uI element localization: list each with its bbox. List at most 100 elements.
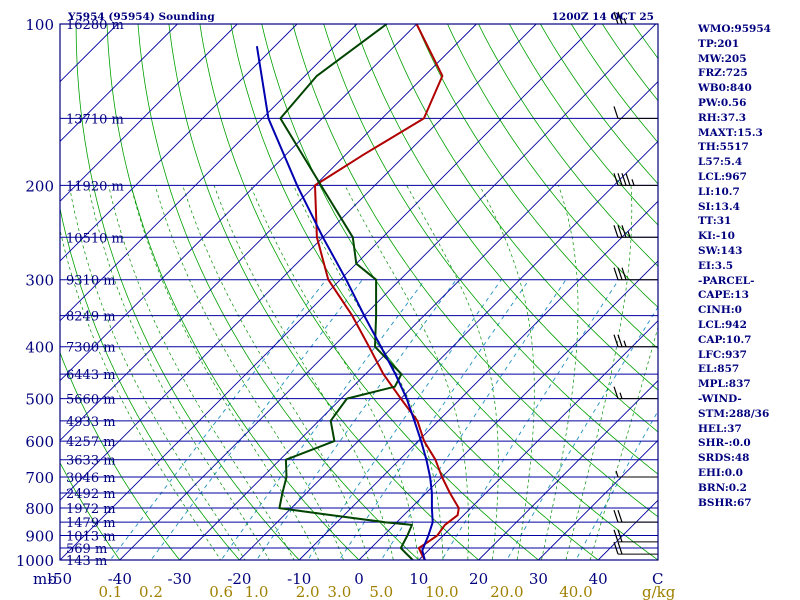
mixing-ratio-line (256, 279, 457, 560)
index-item: EHI:0.0 (698, 466, 743, 479)
mixing-ratio-label: 20.0 (490, 583, 523, 600)
dry-adiabat-line (60, 461, 121, 560)
moist-adiabat-line (154, 185, 344, 560)
index-item: CAP:10.7 (698, 333, 752, 346)
plot-frame (59, 23, 659, 561)
isotherm-line (119, 24, 657, 560)
height-label: 143 m (66, 554, 107, 569)
dry-adiabat-line (230, 24, 599, 560)
dry-adiabat-line (106, 24, 360, 560)
temperature-tick-label: 40 (589, 570, 608, 588)
wind-barb-flag (617, 529, 623, 543)
index-item: LCL:942 (698, 318, 747, 331)
temperature-end-label: C (652, 570, 663, 588)
moist-adiabat-line (589, 325, 658, 560)
height-label: 1972 m (66, 502, 116, 517)
temperature-trace (314, 24, 460, 560)
temperature-tick-label: -30 (168, 570, 192, 588)
mixing-ratio-label: 0.6 (209, 583, 233, 600)
profile-layer (255, 24, 460, 560)
isotherm-line (239, 140, 658, 560)
pressure-tick-label: 500 (25, 391, 54, 409)
wind-barb-flag (617, 334, 623, 347)
height-label: 1479 m (66, 516, 116, 531)
pressure-tick-label: 700 (25, 469, 54, 487)
dry-adiabat-line (199, 24, 540, 560)
height-label: 4933 m (66, 415, 116, 430)
height-label: 3046 m (66, 471, 116, 486)
temperature-tick-label: -10 (287, 570, 311, 588)
index-item: FRZ:725 (698, 67, 748, 80)
height-label: 7300 m (66, 341, 116, 356)
wind-barb-flag (617, 225, 623, 238)
moist-adiabat-line (60, 228, 222, 560)
dry-adiabat-line (447, 24, 658, 308)
temperature-tick-label: 0 (354, 570, 364, 588)
mixing-ratio-label: 3.0 (327, 583, 351, 600)
height-label: 6443 m (66, 368, 116, 383)
pressure-tick-label: 400 (25, 339, 54, 357)
isotherm-line (60, 24, 178, 143)
mixing-ratio-unit: g/kg (642, 583, 676, 600)
dewpoint-trace (278, 24, 415, 560)
height-label: 8249 m (66, 310, 116, 325)
wind-barb-half-flag (631, 179, 635, 186)
isotherm-line (60, 24, 597, 560)
pressure-tick-label: 600 (25, 433, 54, 451)
wind-barb-half-flag (619, 392, 623, 399)
height-label: 13710 m (66, 112, 124, 127)
wind-barb-flag (621, 225, 627, 238)
index-item: SI:13.4 (698, 200, 740, 213)
index-item: TT:31 (698, 215, 732, 228)
wind-barb-half-flag (627, 231, 631, 238)
wind-barb-flag (613, 106, 619, 119)
height-label: 3633 m (66, 454, 116, 469)
mixing-ratio-line (441, 279, 620, 560)
mixing-ratio-label: 2.0 (296, 583, 320, 600)
index-item: -WIND- (698, 392, 742, 405)
index-item: WMO:95954 (698, 23, 771, 35)
index-item: TH:5517 (698, 141, 749, 154)
isotherm-line (298, 200, 658, 560)
temperature-tick-label: 30 (529, 570, 548, 588)
pressure-tick-label: 900 (25, 527, 54, 545)
parcel-trace (255, 46, 434, 560)
index-item: SW:143 (698, 244, 743, 257)
index-item: EI:3.5 (698, 259, 734, 272)
wind-barb-flag (613, 541, 619, 555)
wind-barb-half-flag (615, 470, 619, 478)
index-item: BSHR:67 (698, 496, 752, 509)
dry-adiabat-line (385, 24, 658, 391)
index-item: LI:10.7 (698, 185, 740, 198)
dry-adiabat-line (323, 24, 658, 475)
mixing-ratio-label: 40.0 (559, 583, 592, 600)
height-label: 4257 m (66, 435, 116, 450)
isotherm-line (179, 80, 658, 560)
stability-index-panel: WMO:95954 TP:201 MW:205 FRZ:725 WB0:840 PW:0.… (698, 22, 798, 510)
index-item: EL:857 (698, 363, 740, 376)
temperature-tick-label: -50 (48, 570, 72, 588)
mixing-ratio-line (575, 410, 658, 560)
grid-layer (60, 24, 658, 560)
index-item: MPL:837 (698, 378, 751, 391)
wind-barb-flag (613, 386, 619, 399)
isotherm-line (60, 24, 298, 262)
dry-adiabat-line (478, 24, 658, 267)
height-label: 11920 m (66, 179, 124, 194)
index-item: KI:-10 (698, 230, 735, 243)
moist-adiabat-line (87, 185, 270, 560)
isotherm-line (478, 379, 658, 560)
wind-barb-flag (617, 509, 623, 523)
isotherm-line (60, 24, 238, 202)
pressure-tick-label: 300 (25, 272, 54, 290)
pressure-tick-label: 100 (25, 16, 54, 34)
wind-barb-flag (621, 173, 627, 186)
height-label: 16280 m (66, 18, 124, 33)
wind-barb-flag (617, 541, 623, 555)
moist-adiabat-line (479, 185, 535, 560)
wind-barb-flag (617, 11, 623, 25)
mixing-ratio-label: 0.1 (98, 583, 122, 600)
mixing-ratio-label: 0.2 (139, 583, 163, 600)
chart-title: Y5954 (95954) Sounding (67, 11, 215, 23)
isotherm-line (418, 320, 658, 560)
